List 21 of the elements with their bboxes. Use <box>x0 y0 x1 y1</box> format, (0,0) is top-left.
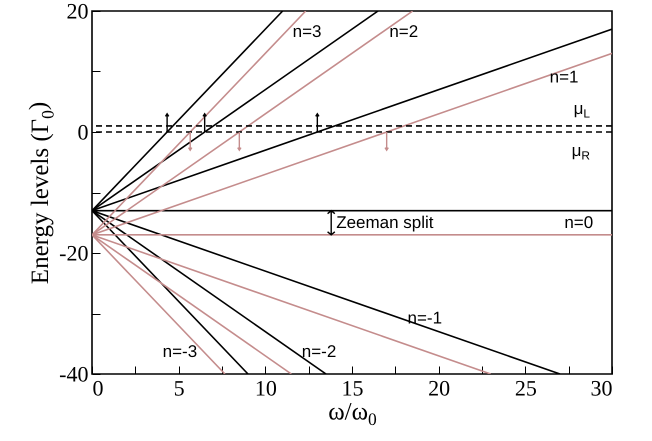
x-tick-label: 10 <box>254 376 277 400</box>
annotation: n=-3 <box>162 342 198 362</box>
ref-line-label: μ$_{R}$ <box>572 141 590 163</box>
x-axis-title: ω/ω$_{0}$ <box>328 398 378 429</box>
annotation: n=-2 <box>302 342 336 362</box>
x-tick-label: 25 <box>514 376 537 400</box>
y-tick-label: -40 <box>59 362 88 386</box>
annotation: n=-1 <box>408 308 442 328</box>
ref-line-label: μ$_{L}$ <box>574 98 590 121</box>
annotation: n=0 <box>564 212 594 232</box>
x-tick-label: 5 <box>174 376 185 400</box>
annotation: n=2 <box>389 22 418 42</box>
x-tick-label: 20 <box>428 376 450 400</box>
x-tick-label: 15 <box>342 376 364 400</box>
x-tick-label: 30 <box>590 376 612 400</box>
y-tick-label: 20 <box>66 0 88 24</box>
annotation: n=3 <box>292 22 322 42</box>
y-tick-label: -20 <box>59 240 88 266</box>
annotation: n=1 <box>550 68 579 87</box>
y-tick-label: 0 <box>78 120 88 144</box>
annotation: Zeeman split <box>336 212 434 232</box>
